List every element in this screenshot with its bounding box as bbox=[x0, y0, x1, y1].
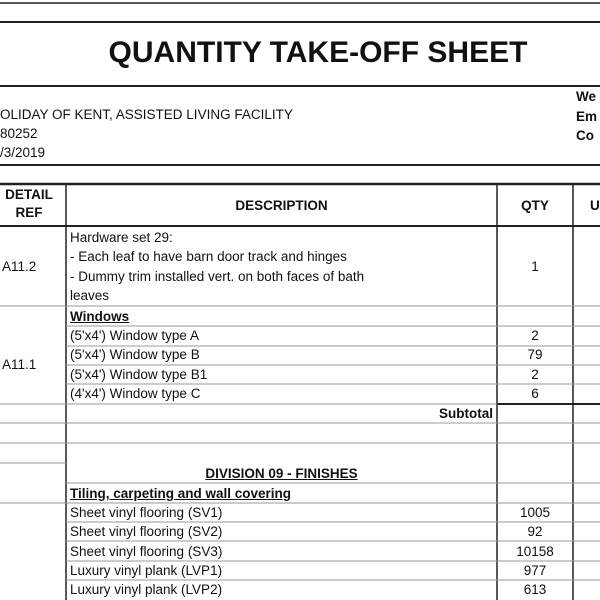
project-name: OLIDAY OF KENT, ASSISTED LIVING FACILITY bbox=[0, 107, 293, 122]
qty: 977 bbox=[523, 562, 547, 578]
column-header: DETAIL REF bbox=[5, 187, 53, 220]
description: (5'x4') Window type B bbox=[70, 347, 200, 363]
side-label: Co bbox=[576, 128, 594, 143]
qty: 10158 bbox=[516, 543, 554, 559]
description: Luxury vinyl plank (LVP2) bbox=[70, 582, 223, 598]
qty: 79 bbox=[527, 347, 543, 363]
description: (5'x4') Window type B1 bbox=[70, 366, 208, 382]
side-label: Em bbox=[576, 109, 598, 124]
detail-ref: A11.1 bbox=[2, 357, 37, 372]
sheet-title: QUANTITY TAKE-OFF SHEET bbox=[108, 36, 528, 69]
section-heading: Windows bbox=[70, 309, 130, 324]
qty: 2 bbox=[531, 366, 539, 382]
side-label: We bbox=[576, 89, 597, 104]
division-heading: DIVISION 09 - FINISHES bbox=[205, 466, 358, 481]
description-line: leaves bbox=[70, 287, 110, 303]
qty: 1 bbox=[531, 259, 539, 274]
description: Sheet vinyl flooring (SV1) bbox=[70, 505, 223, 520]
project-date: /3/2019 bbox=[0, 145, 46, 160]
column-header: QTY bbox=[521, 198, 549, 213]
description-line: - Dummy trim installed vert. on both fac… bbox=[70, 268, 365, 284]
qty: 613 bbox=[523, 582, 547, 598]
description: (4'x4') Window type C bbox=[70, 385, 201, 401]
project-number: 80252 bbox=[0, 126, 38, 141]
column-header: U bbox=[590, 198, 600, 213]
qty: 2 bbox=[531, 328, 539, 343]
description: Luxury vinyl plank (LVP1) bbox=[70, 562, 223, 578]
description-line: Hardware set 29: bbox=[70, 230, 173, 245]
section-heading: Tiling, carpeting and wall covering bbox=[70, 486, 292, 501]
qty: 92 bbox=[527, 524, 543, 540]
detail-ref: A11.2 bbox=[2, 259, 37, 274]
description: Sheet vinyl flooring (SV3) bbox=[70, 543, 223, 559]
description: Sheet vinyl flooring (SV2) bbox=[70, 524, 223, 540]
description: (5'x4') Window type A bbox=[70, 328, 199, 343]
column-header: DESCRIPTION bbox=[235, 198, 328, 213]
qty: 6 bbox=[531, 385, 539, 401]
subtotal-label: Subtotal bbox=[439, 406, 493, 421]
qty: 1005 bbox=[519, 505, 551, 520]
description-line: - Each leaf to have barn door track and … bbox=[70, 249, 347, 265]
